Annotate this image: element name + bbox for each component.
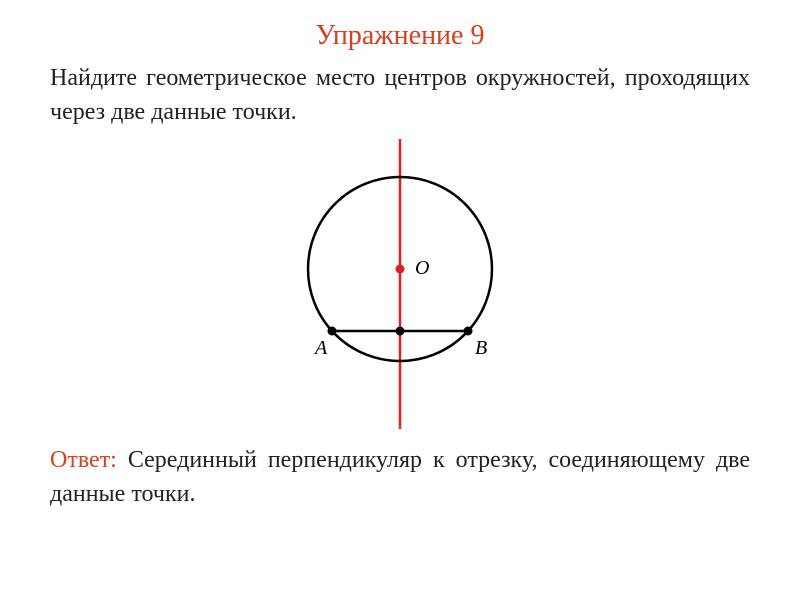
problem-text: Найдите геометрическое место центров окр…: [50, 62, 750, 129]
label-a: A: [313, 337, 328, 359]
point-a: [328, 327, 337, 336]
point-o: [396, 265, 405, 274]
answer-label: Ответ:: [50, 447, 117, 473]
answer-container: Ответ: Серединный перпендикуляр к отрезк…: [50, 444, 750, 511]
answer-text: Серединный перпендикуляр к отрезку, соед…: [50, 447, 750, 507]
point-b: [464, 327, 473, 336]
diagram-container: O A B: [50, 139, 750, 429]
geometry-diagram: O A B: [270, 139, 530, 429]
exercise-title: Упражнение 9: [50, 20, 750, 52]
label-o: O: [415, 257, 429, 279]
point-midpoint: [396, 327, 405, 336]
label-b: B: [475, 337, 487, 359]
